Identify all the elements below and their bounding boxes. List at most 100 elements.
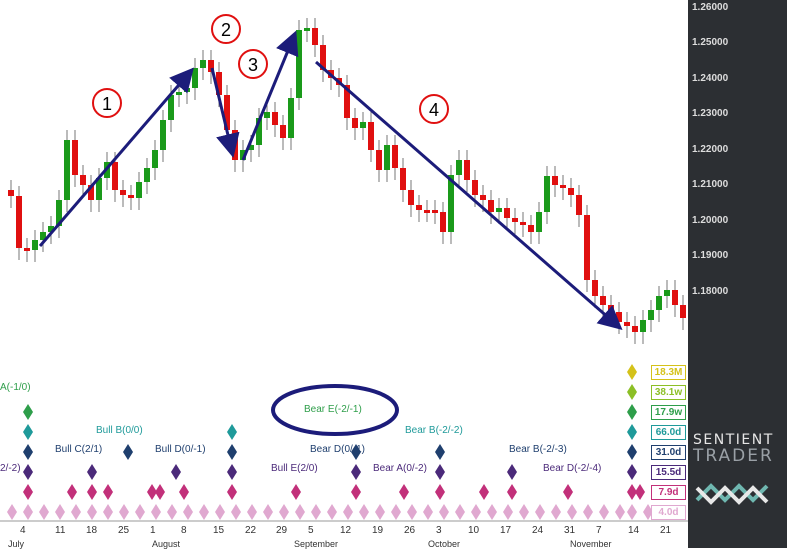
phase-diamond — [227, 484, 237, 500]
bear-candle — [80, 175, 86, 185]
phase-diamond — [627, 504, 637, 520]
phase-label-bear-e: Bear E(-2/-1) — [304, 404, 362, 415]
phase-diamond — [103, 504, 113, 520]
phase-diamond — [627, 484, 637, 500]
month-label-october: October — [428, 539, 461, 549]
phase-diamond — [71, 504, 81, 520]
bear-candle — [680, 305, 686, 318]
phase-diamond — [119, 504, 129, 520]
bear-candle — [616, 312, 622, 322]
bull-candle — [656, 296, 662, 310]
bull-candle — [248, 145, 254, 150]
cycle-box-18w: 17.9w — [651, 405, 686, 420]
bear-candle — [560, 185, 566, 188]
phase-diamond — [471, 504, 481, 520]
phase-diamond — [627, 444, 637, 460]
phase-diamond — [23, 444, 33, 460]
bull-candle — [64, 140, 70, 200]
phase-diamond — [627, 364, 637, 380]
phase-diamond — [627, 384, 637, 400]
bull-candle — [648, 310, 654, 320]
phase-diamond — [507, 464, 517, 480]
phase-diamond — [179, 484, 189, 500]
bull-candle — [168, 95, 174, 120]
price-tick: 1.21000 — [692, 179, 729, 190]
bear-candle — [488, 200, 494, 212]
bear-candle — [408, 190, 414, 205]
wave-label-3: 3 — [248, 55, 258, 75]
bear-candle — [464, 160, 470, 180]
phase-diamond — [183, 504, 193, 520]
date-tick: 19 — [372, 525, 384, 536]
cycle-box-4d: 4.0d — [651, 505, 686, 520]
phase-diamond — [435, 444, 445, 460]
phase-diamond — [67, 484, 77, 500]
bull-candle — [240, 150, 246, 160]
date-tick: 3 — [436, 525, 442, 536]
cycle-box-15d: 15.5d — [651, 465, 686, 480]
phase-diamond — [279, 504, 289, 520]
brand-line-2: TRADER — [693, 446, 774, 466]
bear-candle — [504, 208, 510, 218]
phase-diamond — [7, 504, 17, 520]
brand-logo-icon — [695, 483, 769, 505]
phase-diamond — [39, 504, 49, 520]
price-tick: 1.18000 — [692, 286, 729, 297]
bull-candle — [448, 175, 454, 232]
date-tick: 12 — [340, 525, 352, 536]
phase-label-bear-d-2: Bear D(-2/-4) — [543, 463, 602, 474]
price-tick: 1.22000 — [692, 144, 729, 155]
price-tick: 1.19000 — [692, 250, 729, 261]
phase-diamond — [563, 484, 573, 500]
phase-diamond — [23, 464, 33, 480]
brand-line-1: SENTIENT — [693, 432, 774, 448]
bear-candle — [424, 210, 430, 213]
phase-label-bear-a: Bear A(0/-2) — [373, 463, 427, 474]
bull-candle — [664, 290, 670, 296]
phase-label-bear-b-2: Bear B(-2/-3) — [509, 444, 567, 455]
bull-candle — [304, 28, 310, 31]
highlight-ellipse — [271, 384, 399, 436]
phase-diamond — [375, 504, 385, 520]
bear-candle — [568, 188, 574, 195]
month-label-september: September — [294, 539, 339, 549]
phase-label-bear-b-1: Bear B(-2/-2) — [405, 425, 463, 436]
bull-candle — [136, 182, 142, 198]
price-tick: 1.20000 — [692, 215, 729, 226]
phase-diamond — [231, 504, 241, 520]
phase-diamond — [567, 504, 577, 520]
phase-diamond — [215, 504, 225, 520]
phase-label-bear-d-1: Bear D(0/-1) — [310, 444, 366, 455]
bear-candle — [480, 195, 486, 200]
phase-diamond — [599, 504, 609, 520]
cycle-box-31d: 31.0d — [651, 445, 686, 460]
bear-candle — [344, 85, 350, 118]
price-axis-panel: 1.26000 1.25000 1.24000 1.23000 1.22000 … — [688, 0, 787, 548]
phase-diamond — [627, 404, 637, 420]
bear-candle — [624, 322, 630, 326]
phase-diamond — [23, 424, 33, 440]
bear-candle — [528, 225, 534, 232]
bull-candle — [456, 160, 462, 175]
phase-diamond — [155, 484, 165, 500]
bear-candle — [440, 212, 446, 232]
phase-diamond — [535, 504, 545, 520]
phase-diamond — [551, 504, 561, 520]
bull-candle — [544, 176, 550, 212]
bear-candle — [416, 205, 422, 210]
phase-diamond — [615, 504, 625, 520]
bear-candle — [584, 215, 590, 280]
bull-candle — [144, 168, 150, 182]
bear-candle — [320, 45, 326, 70]
phase-diamond — [399, 484, 409, 500]
price-tick: 1.26000 — [692, 2, 729, 13]
bear-candle — [520, 222, 526, 225]
date-tick: 5 — [308, 525, 314, 536]
date-tick: 10 — [468, 525, 480, 536]
date-tick: 1 — [150, 525, 156, 536]
wave-3-arrow — [241, 30, 299, 161]
date-tick: 14 — [628, 525, 640, 536]
date-tick: 31 — [564, 525, 576, 536]
bear-candle — [224, 95, 230, 130]
phase-diamond — [227, 444, 237, 460]
